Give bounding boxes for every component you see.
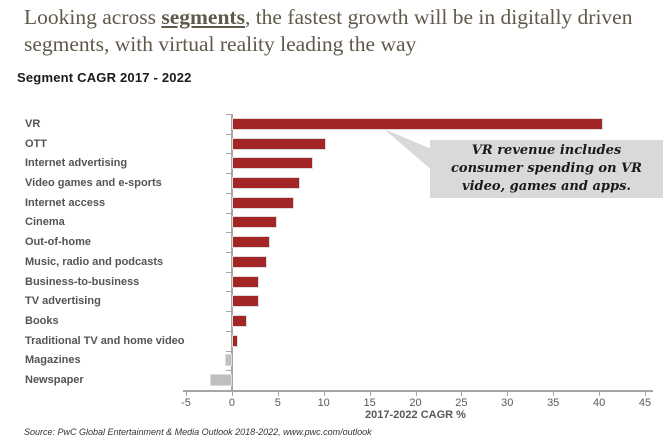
x-tick-25 (461, 392, 463, 396)
x-tick-label-25: 25 (455, 397, 468, 409)
category-tick (225, 311, 231, 313)
callout-line-1: VR revenue includes (471, 143, 622, 158)
x-tick-30 (507, 392, 509, 396)
bar-business-to-business (231, 275, 260, 288)
label-newspaper: Newspaper (25, 374, 84, 387)
x-tick-label-20: 20 (409, 397, 422, 409)
x-tick-15 (369, 392, 371, 396)
category-tick (225, 192, 231, 194)
x-axis-line (183, 390, 653, 392)
label-internet-advertising: Internet advertising (25, 157, 128, 170)
bar-vr (231, 117, 603, 130)
x-tick-label-35: 35 (547, 397, 560, 409)
bar-ott (231, 137, 327, 150)
category-tick (225, 271, 231, 273)
x-tick-label-10: 10 (317, 397, 330, 409)
x-tick-0 (231, 392, 233, 396)
category-tick (225, 173, 231, 175)
bar-cinema (231, 216, 277, 229)
bar-magazines (224, 354, 232, 367)
category-tick (225, 114, 231, 115)
label-books: Books (25, 314, 59, 327)
bar-video-games-and-e-sports (231, 177, 300, 189)
x-tick-label-45: 45 (638, 397, 652, 409)
x-axis: -5 0 5 10 15 20 25 30 35 40 45 (181, 390, 653, 412)
bar-internet-advertising (231, 157, 313, 170)
x-tick-label-5: 5 (274, 397, 281, 409)
category-tick (225, 133, 231, 135)
category-tick (225, 350, 231, 352)
bar-music-radio-and-podcasts (231, 255, 267, 268)
x-tick--5 (186, 392, 187, 396)
category-tick (225, 252, 231, 253)
bar-newspaper (209, 374, 232, 387)
zero-axis-line (230, 114, 233, 390)
label-magazines: Magazines (25, 354, 81, 367)
label-internet-access: Internet access (25, 196, 106, 209)
slide-title: Looking across segments, the fastest gro… (24, 4, 654, 58)
callout-line-2: consumer spending on VR (451, 161, 642, 176)
label-traditional-tv-and-home-video: Traditional TV and home video (25, 334, 185, 347)
label-cinema: Cinema (25, 216, 65, 229)
x-tick-label-40: 40 (592, 397, 606, 409)
x-tick-10 (323, 392, 325, 396)
bar-traditional-tv-and-home-video (231, 334, 239, 347)
category-tick (225, 291, 231, 293)
slide-title-pre: Looking across (24, 5, 162, 29)
x-tick-label--5: -5 (181, 397, 191, 409)
category-tick (225, 212, 231, 214)
label-video-games-and-e-sports: Video games and e-sports (25, 176, 162, 189)
x-tick-40 (599, 392, 601, 396)
category-axis-labels: VR OTT Internet advertising Video games and… (25, 114, 200, 390)
plot-area (186, 114, 645, 390)
category-tick (225, 232, 231, 234)
slide-title-highlight: segments (161, 5, 245, 29)
x-tick-20 (415, 392, 417, 396)
x-tick-45 (645, 392, 646, 396)
chart-title: Segment CAGR 2017 - 2022 (17, 70, 192, 85)
x-axis-title: 2017-2022 CAGR % (365, 409, 466, 421)
category-tick (225, 370, 231, 372)
label-business-to-business: Business-to-business (25, 275, 140, 288)
callout-line-3: video, games and apps. (462, 179, 631, 194)
x-tick-label-15: 15 (363, 397, 376, 409)
bar-tv-advertising (231, 295, 259, 308)
label-out-of-home: Out-of-home (25, 236, 91, 249)
x-tick-label-0: 0 (228, 397, 235, 409)
category-tick (225, 153, 231, 155)
label-music-radio-and-podcasts: Music, radio and podcasts (25, 255, 164, 268)
x-tick-5 (277, 392, 279, 396)
label-tv-advertising: TV advertising (25, 295, 101, 308)
source-note: Source: PwC Global Entertainment & Media… (24, 427, 372, 437)
label-vr: VR (25, 117, 41, 130)
x-tick-35 (553, 392, 555, 396)
label-ott: OTT (25, 137, 47, 150)
bar-books (231, 315, 247, 327)
bar-internet-access (231, 196, 295, 209)
x-tick-label-30: 30 (501, 397, 514, 409)
category-tick (225, 330, 231, 332)
bar-out-of-home (231, 236, 270, 249)
vr-annotation-callout: VR revenue includes consumer spending on… (430, 140, 663, 198)
slide-title-post: , the fastest growth will be in digitall… (24, 5, 633, 56)
